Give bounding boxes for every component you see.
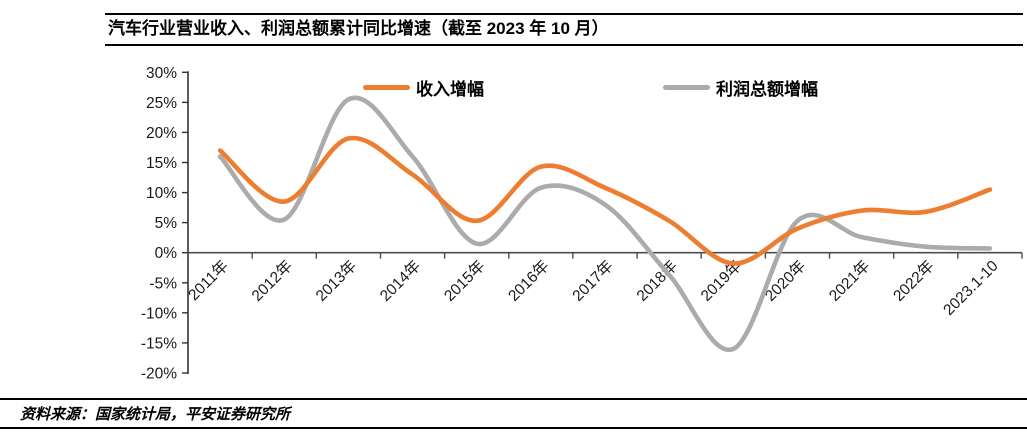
figure-footer: 资料来源：国家统计局，平安证券研究所 — [0, 398, 1027, 429]
y-axis-label: -10% — [141, 305, 177, 322]
x-axis-label: 2017年 — [569, 257, 617, 305]
revenue-line-swatch — [363, 84, 410, 90]
x-axis-label: 2015年 — [440, 257, 488, 305]
y-axis-label: 10% — [146, 185, 177, 202]
y-axis-label: 15% — [146, 155, 177, 172]
x-axis-label: 2021年 — [825, 257, 873, 305]
y-axis-label: 30% — [146, 65, 177, 82]
x-axis-label: 2023.1-10 — [940, 257, 1002, 319]
y-axis-label: -20% — [141, 366, 177, 383]
x-axis-label: 2014年 — [376, 257, 424, 305]
series-line-revenue — [217, 135, 993, 266]
series-line-profit — [217, 95, 993, 353]
x-axis-label: 2022年 — [890, 257, 938, 305]
legend-item-profit: 利润总额增幅 — [663, 79, 818, 99]
y-axis-label: 25% — [146, 95, 177, 112]
x-axis-label: 2016年 — [505, 257, 553, 305]
figure-header: 汽车行业营业收入、利润总额累计同比增速（截至 2023 年 10 月） — [105, 13, 1023, 46]
x-axis-label: 2011年 — [185, 257, 232, 304]
chart-title: 汽车行业营业收入、利润总额累计同比增速（截至 2023 年 10 月） — [108, 19, 609, 38]
legend-label-revenue: 收入增幅 — [416, 79, 484, 99]
y-axis-label: 0% — [155, 245, 178, 262]
x-axis-label: 2013年 — [312, 257, 360, 305]
legend-item-revenue: 收入增幅 — [363, 79, 484, 99]
y-axis-label: 20% — [146, 125, 177, 142]
x-axis-label: 2012年 — [248, 257, 296, 305]
source-text: 资料来源：国家统计局，平安证券研究所 — [20, 406, 291, 423]
legend-label-profit: 利润总额增幅 — [716, 79, 818, 99]
y-axis-label: 5% — [155, 215, 178, 232]
profit-line-swatch — [663, 84, 710, 90]
y-axis-label: -5% — [149, 275, 177, 292]
y-axis-label: -15% — [141, 335, 177, 352]
